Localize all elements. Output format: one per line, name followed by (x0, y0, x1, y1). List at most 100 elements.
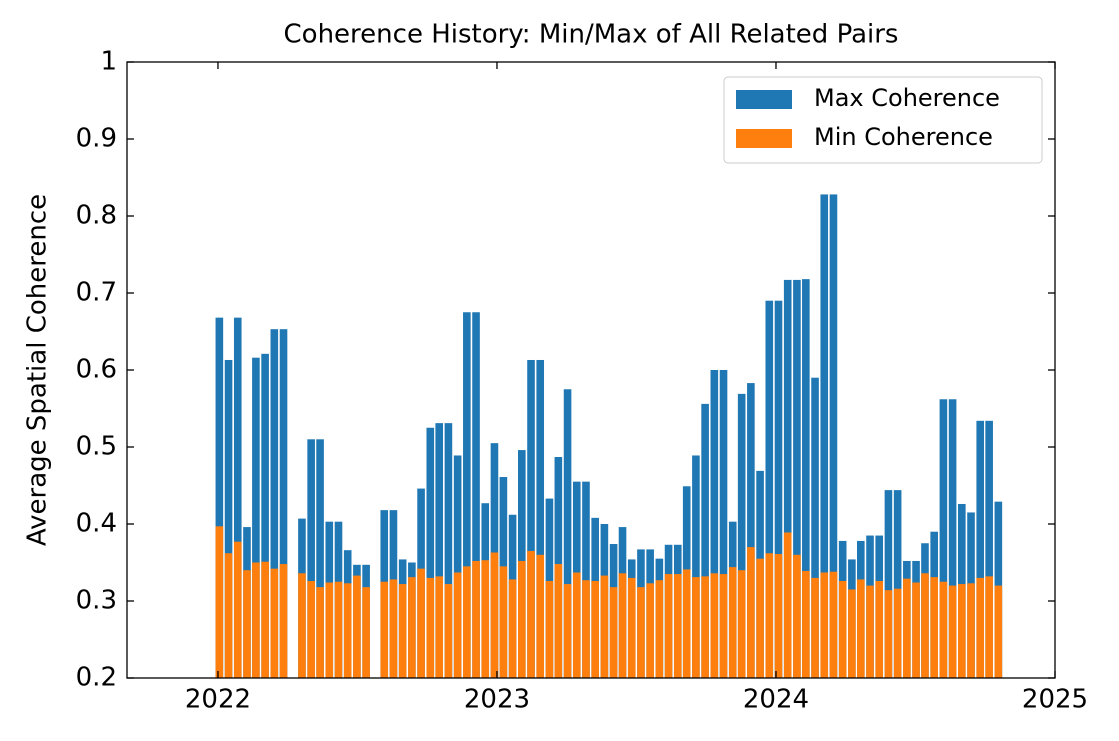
bar (398, 584, 407, 678)
bar (774, 300, 783, 678)
y-tick-label: 0.4 (76, 509, 117, 539)
plot-area (215, 194, 1003, 678)
bar (692, 455, 700, 678)
legend-swatch (736, 90, 792, 109)
bar (747, 547, 755, 678)
bar (545, 580, 554, 678)
bar (362, 587, 370, 678)
bar (279, 564, 288, 678)
bar (701, 576, 709, 678)
bar (921, 573, 929, 678)
bar (252, 357, 260, 678)
bar (829, 194, 838, 678)
bar (848, 589, 856, 678)
bar (737, 393, 746, 678)
bar (664, 574, 673, 678)
bar (554, 564, 563, 678)
bar (793, 279, 801, 678)
bar (930, 577, 938, 678)
bar (829, 571, 838, 678)
bar (893, 588, 902, 678)
bar (518, 560, 526, 678)
bar (967, 583, 975, 678)
y-tick-label: 1 (100, 47, 117, 77)
bar (426, 427, 435, 678)
bar (600, 575, 609, 678)
chart-title: Coherence History: Min/Max of All Relate… (284, 20, 899, 50)
bar (563, 389, 572, 678)
bar (527, 359, 535, 678)
bar (380, 581, 389, 678)
bar (233, 541, 242, 678)
bar (307, 580, 315, 678)
bar (609, 587, 618, 678)
bar (463, 312, 471, 678)
bar (243, 570, 251, 678)
y-tick-label: 0.6 (76, 355, 117, 385)
bar (261, 561, 269, 678)
bar (948, 399, 957, 678)
y-tick-label: 0.5 (76, 432, 117, 462)
bar (618, 573, 627, 678)
bar (884, 590, 893, 678)
bar (472, 312, 480, 678)
bar (224, 553, 233, 678)
bar (417, 568, 425, 678)
y-tick-label: 0.9 (76, 124, 117, 154)
bar (912, 582, 920, 678)
bar (582, 481, 590, 678)
bar (673, 574, 682, 678)
bar (426, 577, 435, 678)
bar (591, 580, 599, 678)
bar (756, 558, 764, 678)
bar (765, 300, 774, 678)
bar (774, 554, 783, 678)
bar (692, 577, 700, 678)
bar (866, 585, 874, 678)
bar (747, 383, 755, 678)
bar (838, 580, 847, 678)
bar (682, 569, 691, 678)
bar (215, 526, 224, 678)
bar (893, 490, 902, 678)
bar (582, 580, 590, 678)
bar (710, 370, 719, 678)
bar (270, 568, 279, 678)
bar (481, 560, 490, 678)
bar (719, 370, 728, 678)
bar (857, 579, 865, 678)
bar (563, 584, 572, 678)
bar (252, 562, 260, 678)
bar (820, 194, 829, 678)
x-tick-label: 2025 (1022, 685, 1088, 715)
bar (536, 554, 545, 678)
bar (298, 573, 306, 678)
bar (233, 317, 242, 678)
bar (270, 329, 279, 678)
y-tick-label: 0.7 (76, 278, 117, 308)
bar (655, 580, 664, 678)
bar (793, 554, 801, 678)
bar (472, 560, 480, 678)
x-tick-label: 2023 (464, 685, 530, 715)
legend-label: Min Coherence (814, 123, 993, 151)
bar (490, 552, 499, 678)
bar (939, 399, 948, 678)
bar (279, 329, 288, 678)
bar (408, 577, 416, 678)
bar (343, 583, 352, 678)
legend-swatch (736, 129, 792, 148)
bar (389, 579, 398, 678)
bar (646, 583, 654, 678)
bar (701, 403, 709, 678)
bar (985, 576, 993, 678)
bar (444, 423, 453, 678)
y-tick-label: 0.2 (76, 663, 117, 693)
bar (316, 587, 324, 678)
bar (453, 455, 462, 678)
bar (307, 439, 315, 678)
bar (802, 279, 810, 678)
bar (884, 490, 893, 678)
